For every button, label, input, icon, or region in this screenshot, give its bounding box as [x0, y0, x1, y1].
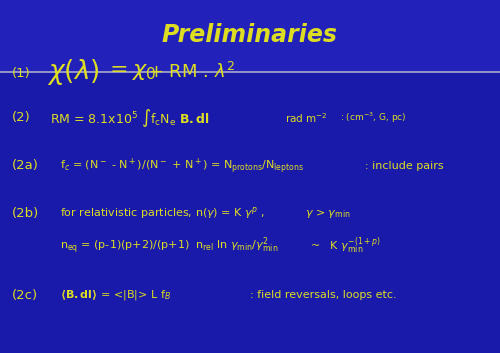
Text: ~   K $\gamma_{\rm min}^{-(1+p)}$: ~ K $\gamma_{\rm min}^{-(1+p)}$ — [310, 235, 381, 256]
Text: rad m$^{-2}$: rad m$^{-2}$ — [285, 111, 328, 125]
Text: RM = 8.1x10$^5$ $\int$f$_{\rm c}$N$_{\rm e}$ $\mathbf{B.dl}$: RM = 8.1x10$^5$ $\int$f$_{\rm c}$N$_{\rm… — [50, 107, 210, 129]
Text: $\gamma$ > $\gamma_{\rm min}$: $\gamma$ > $\gamma_{\rm min}$ — [305, 207, 350, 220]
FancyBboxPatch shape — [0, 0, 500, 72]
Text: n$_{\rm eq}$ = (p-1)(p+2)/(p+1)  n$_{\rm rel}$ ln $\gamma_{\rm min}$/$\gamma_{\r: n$_{\rm eq}$ = (p-1)(p+2)/(p+1) n$_{\rm … — [60, 235, 278, 257]
Text: : field reversals, loops etc.: : field reversals, loops etc. — [250, 290, 396, 300]
Text: (2b): (2b) — [12, 207, 39, 220]
Text: $\chi(\lambda)$: $\chi(\lambda)$ — [47, 57, 100, 87]
Text: : (cm$^{-3}$, G, pc): : (cm$^{-3}$, G, pc) — [340, 111, 406, 125]
Text: : include pairs: : include pairs — [365, 161, 444, 171]
Text: for relativistic particles, n($\gamma$) = K $\gamma^p$ ,: for relativistic particles, n($\gamma$) … — [60, 205, 265, 221]
Text: $= \chi_0$: $= \chi_0$ — [105, 62, 156, 82]
Text: (2c): (2c) — [12, 288, 38, 301]
Text: $\mathbf{\langle B.dl \rangle}$ = <|B|> L f$_B$: $\mathbf{\langle B.dl \rangle}$ = <|B|> … — [60, 288, 171, 302]
Text: $+$ RM $. \, \lambda^2$: $+$ RM $. \, \lambda^2$ — [148, 62, 236, 82]
Text: Preliminaries: Preliminaries — [162, 23, 338, 47]
Text: (1): (1) — [12, 66, 31, 79]
Text: (2): (2) — [12, 112, 31, 125]
Text: (2a): (2a) — [12, 160, 39, 173]
Text: f$_c$ = (N$^-$ - N$^+$)/(N$^-$ + N$^+$) = N$_{\rm protons}$/N$_{\rm leptons}$: f$_c$ = (N$^-$ - N$^+$)/(N$^-$ + N$^+$) … — [60, 156, 304, 176]
